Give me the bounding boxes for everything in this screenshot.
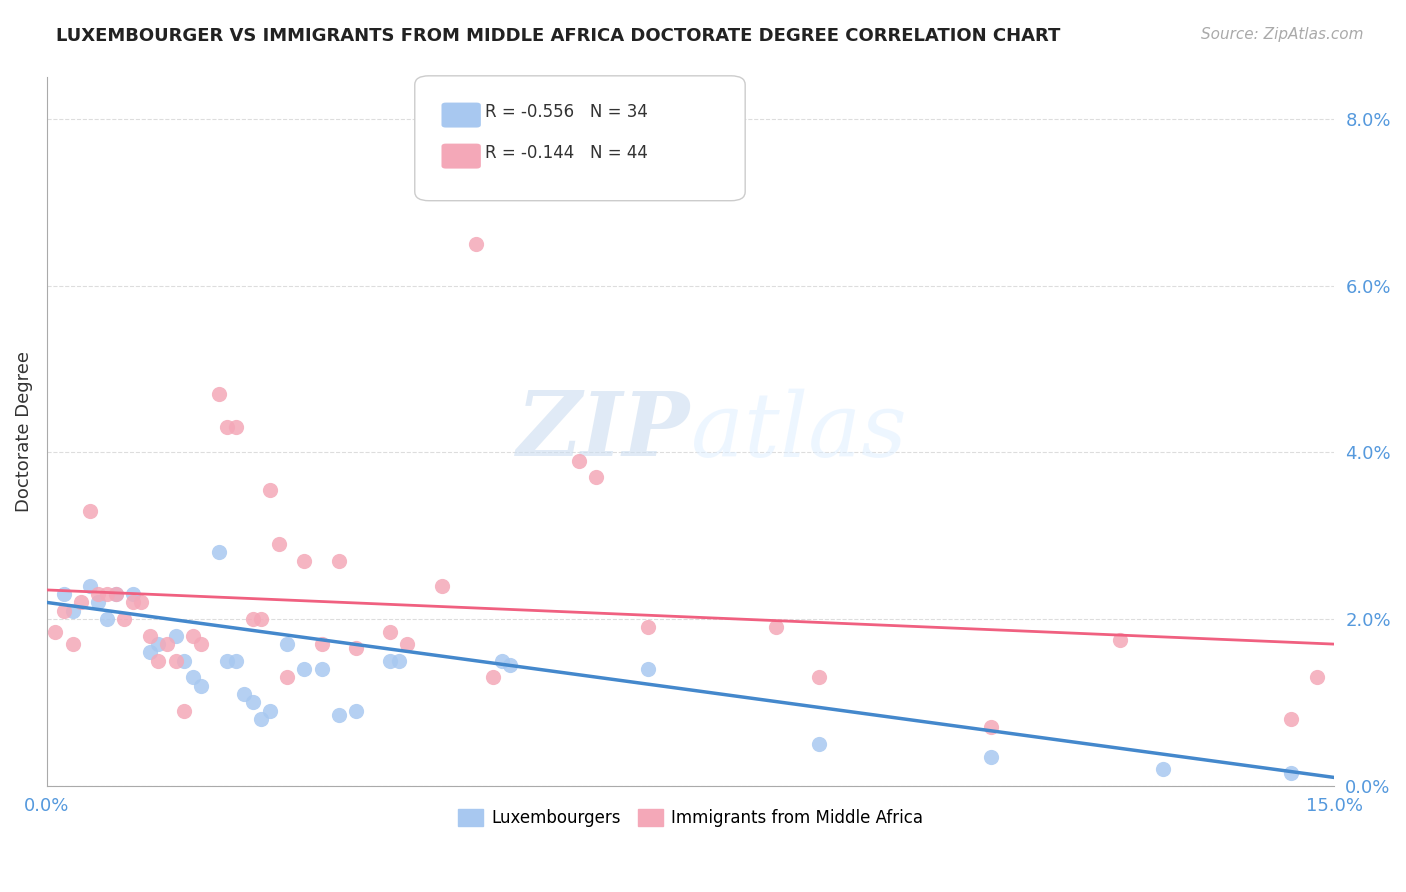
Point — [276, 670, 298, 684]
Text: ZIP: ZIP — [517, 388, 690, 475]
Point — [499, 657, 522, 672]
Point — [121, 595, 143, 609]
Point — [328, 708, 350, 723]
Point — [380, 654, 402, 668]
Point — [225, 654, 247, 668]
Point — [482, 670, 505, 684]
Text: R = -0.144   N = 44: R = -0.144 N = 44 — [485, 145, 648, 162]
Point — [217, 420, 239, 434]
Point — [808, 670, 831, 684]
Point — [207, 545, 229, 559]
Point — [568, 454, 591, 468]
Point — [311, 637, 333, 651]
Point — [96, 587, 118, 601]
Point — [148, 654, 170, 668]
Point — [148, 637, 170, 651]
Point — [344, 704, 367, 718]
Point — [380, 624, 402, 639]
Text: LUXEMBOURGER VS IMMIGRANTS FROM MIDDLE AFRICA DOCTORATE DEGREE CORRELATION CHART: LUXEMBOURGER VS IMMIGRANTS FROM MIDDLE A… — [56, 27, 1060, 45]
Point — [181, 629, 204, 643]
Point — [637, 662, 659, 676]
Point — [190, 637, 212, 651]
Point — [181, 670, 204, 684]
Point — [267, 537, 290, 551]
Point — [139, 629, 162, 643]
Point — [233, 687, 256, 701]
Point — [79, 579, 101, 593]
Point — [104, 587, 127, 601]
Point — [139, 645, 162, 659]
Point — [465, 237, 488, 252]
Legend: Luxembourgers, Immigrants from Middle Africa: Luxembourgers, Immigrants from Middle Af… — [451, 803, 929, 834]
Point — [250, 712, 273, 726]
Point — [44, 624, 66, 639]
Point — [165, 629, 187, 643]
Point — [104, 587, 127, 601]
Point — [173, 704, 195, 718]
Point — [165, 654, 187, 668]
Point — [156, 637, 179, 651]
Point — [1279, 766, 1302, 780]
Point — [121, 587, 143, 601]
Point — [53, 604, 76, 618]
Point — [980, 749, 1002, 764]
Point — [637, 620, 659, 634]
Point — [217, 654, 239, 668]
Point — [70, 595, 93, 609]
Point — [250, 612, 273, 626]
Point — [388, 654, 411, 668]
Text: R = -0.556   N = 34: R = -0.556 N = 34 — [485, 103, 648, 121]
Point — [225, 420, 247, 434]
Point — [276, 637, 298, 651]
Point — [396, 637, 419, 651]
Point — [585, 470, 607, 484]
Point — [765, 620, 787, 634]
Point — [129, 595, 152, 609]
Point — [96, 612, 118, 626]
Point — [242, 696, 264, 710]
Point — [87, 595, 110, 609]
Point — [173, 654, 195, 668]
Point — [430, 579, 453, 593]
Y-axis label: Doctorate Degree: Doctorate Degree — [15, 351, 32, 512]
Point — [491, 654, 513, 668]
Point — [190, 679, 212, 693]
Point — [259, 704, 281, 718]
Point — [292, 662, 315, 676]
Point — [207, 387, 229, 401]
Point — [311, 662, 333, 676]
Point — [112, 612, 135, 626]
Point — [62, 637, 84, 651]
Point — [980, 721, 1002, 735]
Point — [259, 483, 281, 497]
Point — [808, 737, 831, 751]
Point — [53, 587, 76, 601]
Point — [1108, 632, 1130, 647]
Text: atlas: atlas — [690, 388, 907, 475]
Point — [1306, 670, 1329, 684]
Point — [87, 587, 110, 601]
Point — [79, 504, 101, 518]
Point — [344, 641, 367, 656]
Text: Source: ZipAtlas.com: Source: ZipAtlas.com — [1201, 27, 1364, 42]
Point — [328, 554, 350, 568]
Point — [1279, 712, 1302, 726]
Point — [242, 612, 264, 626]
Point — [292, 554, 315, 568]
Point — [62, 604, 84, 618]
Point — [1152, 762, 1174, 776]
